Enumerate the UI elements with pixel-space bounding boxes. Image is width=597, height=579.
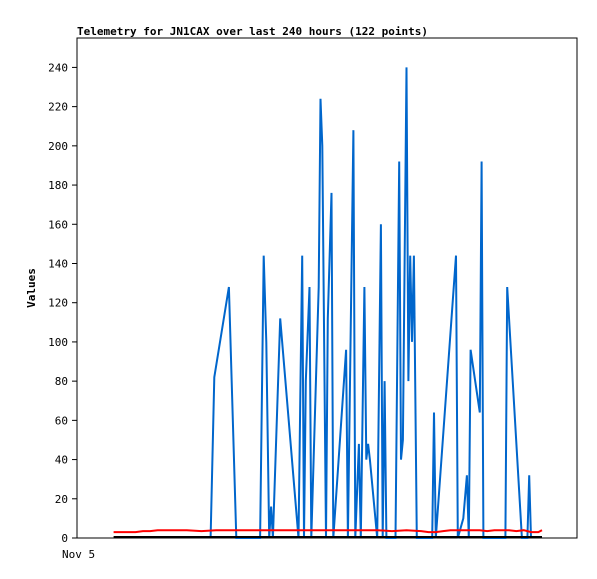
- y-tick-label: 220: [48, 101, 68, 114]
- series-line-2: [113, 529, 543, 534]
- y-tick-label: 200: [48, 140, 68, 153]
- y-tick-label: 160: [48, 218, 68, 231]
- y-tick-label: 0: [61, 532, 68, 545]
- y-tick-label: 40: [55, 454, 68, 467]
- y-tick-label: 100: [48, 336, 68, 349]
- y-tick-label: 80: [55, 375, 68, 388]
- y-tick-label: 120: [48, 297, 68, 310]
- y-tick-label: 180: [48, 179, 68, 192]
- series-line-1: [209, 67, 532, 539]
- y-axis-label: Values: [25, 268, 38, 308]
- y-tick-label: 60: [55, 414, 68, 427]
- chart-title: Telemetry for JN1CAX over last 240 hours…: [77, 25, 428, 38]
- y-axis-ticks: 0 20 40 60 80 100 120 140 160 180 200 220 240: [48, 61, 77, 545]
- series-layer: [113, 67, 543, 539]
- y-tick-label: 20: [55, 493, 68, 506]
- y-tick-label: 240: [48, 61, 68, 74]
- x-tick-label: Nov 5: [62, 548, 95, 561]
- y-tick-label: 140: [48, 257, 68, 270]
